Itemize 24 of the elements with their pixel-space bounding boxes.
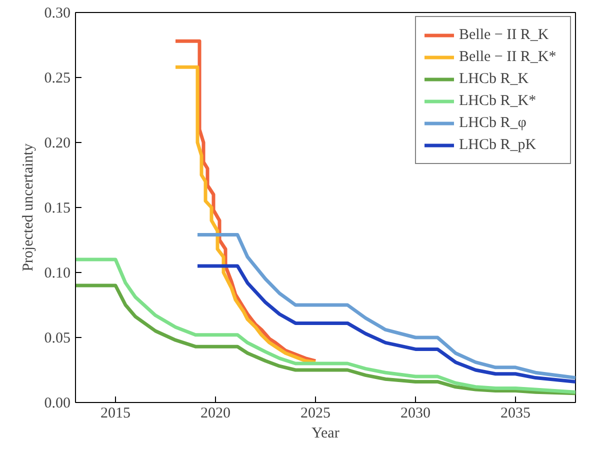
legend-label: LHCb R_K bbox=[459, 70, 530, 88]
legend-label: LHCb R_pK bbox=[459, 136, 538, 154]
line-series bbox=[196, 233, 576, 380]
x-tick-label: 2015 bbox=[100, 406, 130, 422]
legend-label: LHCb R_K* bbox=[459, 92, 538, 110]
y-tick-label: 0.05 bbox=[44, 330, 70, 346]
y-tick-label: 0.25 bbox=[44, 70, 70, 86]
y-tick-label: 0.30 bbox=[44, 6, 70, 22]
y-tick-label: 0.15 bbox=[44, 200, 70, 216]
x-tick-label: 2035 bbox=[500, 406, 530, 422]
line-series bbox=[76, 258, 576, 394]
x-tick-label: 2020 bbox=[200, 406, 230, 422]
legend-label: Belle − II R_K* bbox=[459, 48, 558, 66]
y-axis-title: Projected uncertainty bbox=[20, 143, 36, 272]
x-axis-title: Year bbox=[312, 426, 340, 442]
y-tick-label: 0.10 bbox=[44, 266, 70, 282]
legend-label: Belle − II R_K bbox=[459, 26, 550, 44]
y-tick-label: 0.00 bbox=[44, 396, 70, 412]
legend-label: LHCb R_φ bbox=[459, 114, 528, 132]
x-tick-label: 2030 bbox=[400, 406, 430, 422]
y-tick-label: 0.20 bbox=[44, 136, 70, 152]
x-tick-label: 2025 bbox=[300, 406, 330, 422]
line-series bbox=[196, 264, 576, 384]
line-series bbox=[76, 284, 576, 396]
